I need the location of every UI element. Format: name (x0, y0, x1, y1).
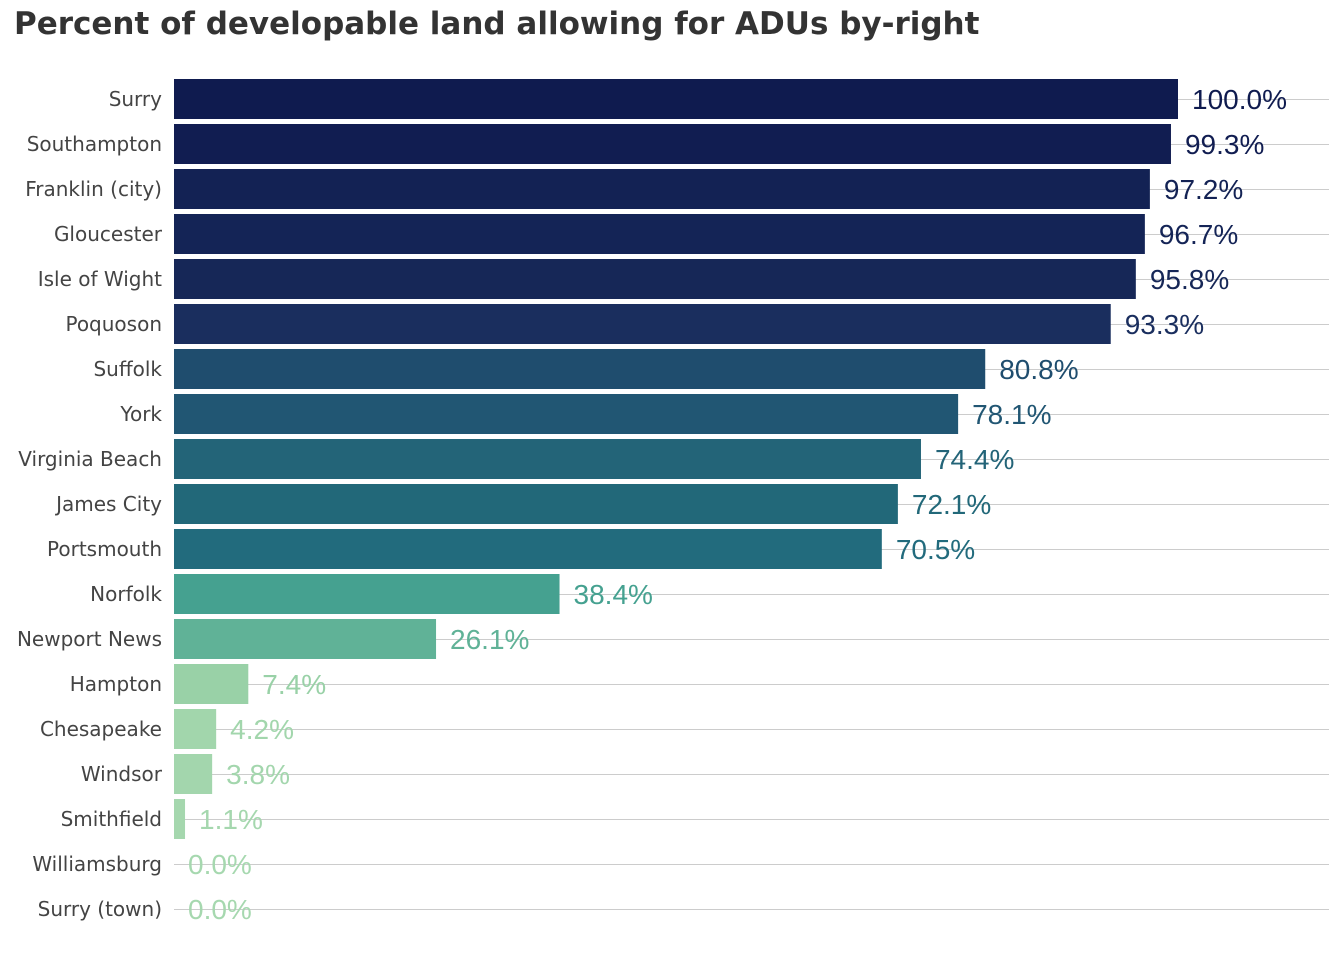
category-label: James City (54, 492, 162, 516)
category-label: Surry (town) (38, 897, 162, 921)
bar-isle-of-wight (174, 259, 1136, 299)
bar-suffolk (174, 349, 986, 389)
category-label: Franklin (city) (25, 177, 162, 201)
value-label: 0.0% (188, 849, 252, 880)
bar-poquoson (174, 304, 1111, 344)
value-label: 38.4% (574, 579, 653, 610)
category-label: Gloucester (54, 222, 163, 246)
category-label: Surry (109, 87, 162, 111)
value-labels: 100.0% 99.3% 97.2% 96.7% 95.8% 93.3% 80.8% 78.1… (188, 84, 1287, 925)
value-label: 97.2% (1164, 174, 1243, 205)
value-label: 4.2% (230, 714, 294, 745)
value-label: 7.4% (262, 669, 326, 700)
category-label: Williamsburg (32, 852, 162, 876)
category-label: Hampton (70, 672, 162, 696)
value-label: 95.8% (1150, 264, 1229, 295)
category-label: Newport News (17, 627, 162, 651)
bar-franklin-city (174, 169, 1150, 209)
value-label: 93.3% (1125, 309, 1204, 340)
category-label: Chesapeake (40, 717, 162, 741)
value-label: 0.0% (188, 894, 252, 925)
category-label: Isle of Wight (38, 267, 162, 291)
value-label: 100.0% (1192, 84, 1287, 115)
bar-york (174, 394, 959, 434)
value-label: 80.8% (999, 354, 1078, 385)
bars (174, 79, 1178, 839)
bar-chesapeake (174, 709, 217, 749)
chart-title: Percent of developable land allowing for… (14, 6, 980, 42)
category-label: York (119, 402, 162, 426)
category-label: Poquoson (65, 312, 162, 336)
category-label: Suffolk (93, 357, 162, 381)
bar-portsmouth (174, 529, 882, 569)
category-label: Portsmouth (47, 537, 162, 561)
bar-virginia-beach (174, 439, 921, 479)
bar-surry (174, 79, 1178, 119)
bar-southampton (174, 124, 1171, 164)
value-label: 74.4% (935, 444, 1014, 475)
value-label: 78.1% (972, 399, 1051, 430)
bar-james-city (174, 484, 898, 524)
value-label: 70.5% (896, 534, 975, 565)
value-label: 3.8% (226, 759, 290, 790)
category-label: Norfolk (90, 582, 162, 606)
category-label: Smithfield (61, 807, 162, 831)
value-label: 99.3% (1185, 129, 1264, 160)
bar-windsor (174, 754, 213, 794)
value-label: 26.1% (450, 624, 529, 655)
bar-norfolk (174, 574, 560, 614)
category-label: Windsor (81, 762, 163, 786)
category-label: Virginia Beach (18, 447, 162, 471)
category-labels: Surry Southampton Franklin (city) Glouceste… (17, 87, 163, 921)
bar-hampton (174, 664, 249, 704)
value-label: 72.1% (912, 489, 991, 520)
bar-gloucester (174, 214, 1145, 254)
value-label: 1.1% (199, 804, 263, 835)
bar-newport-news (174, 619, 437, 659)
bar-smithfield (174, 799, 186, 839)
value-label: 96.7% (1159, 219, 1238, 250)
category-label: Southampton (27, 132, 162, 156)
